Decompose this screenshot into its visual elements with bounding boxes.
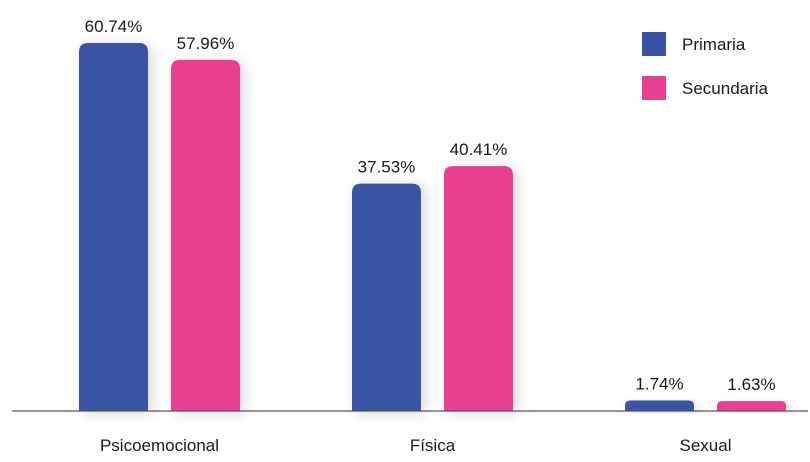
legend-swatch-primaria (642, 32, 666, 56)
legend-swatch-secundaria (642, 76, 666, 100)
category-label-psicoemocional: Psicoemocional (100, 436, 219, 455)
bar-psicoemocional-secundaria (171, 59, 240, 412)
category-label-fisica: Física (410, 436, 456, 455)
data-label-psicoemocional-primaria: 60.74% (85, 17, 143, 36)
data-label-sexual-secundaria: 1.63% (727, 375, 775, 394)
bar-fisica-secundaria (444, 166, 513, 411)
bar-sexual-primaria (625, 400, 694, 411)
category-label-sexual: Sexual (680, 436, 732, 455)
category-labels: Psicoemocional Física Sexual (100, 436, 732, 455)
data-label-fisica-primaria: 37.53% (358, 158, 416, 177)
legend-label-primaria: Primaria (682, 35, 746, 54)
data-label-psicoemocional-secundaria: 57.96% (177, 34, 235, 53)
bars-layer: 60.74% 57.96% 37.53% 40.41% 1.74% 1.63% (79, 17, 786, 412)
legend: Primaria Secundaria (642, 32, 769, 100)
data-label-fisica-secundaria: 40.41% (450, 140, 508, 159)
bar-sexual-secundaria (717, 401, 786, 411)
legend-label-secundaria: Secundaria (682, 79, 769, 98)
bar-fisica-primaria (352, 183, 421, 411)
legend-item-secundaria: Secundaria (642, 76, 769, 100)
bar-psicoemocional-primaria (79, 43, 148, 411)
legend-item-primaria: Primaria (642, 32, 746, 56)
data-label-sexual-primaria: 1.74% (635, 374, 683, 393)
